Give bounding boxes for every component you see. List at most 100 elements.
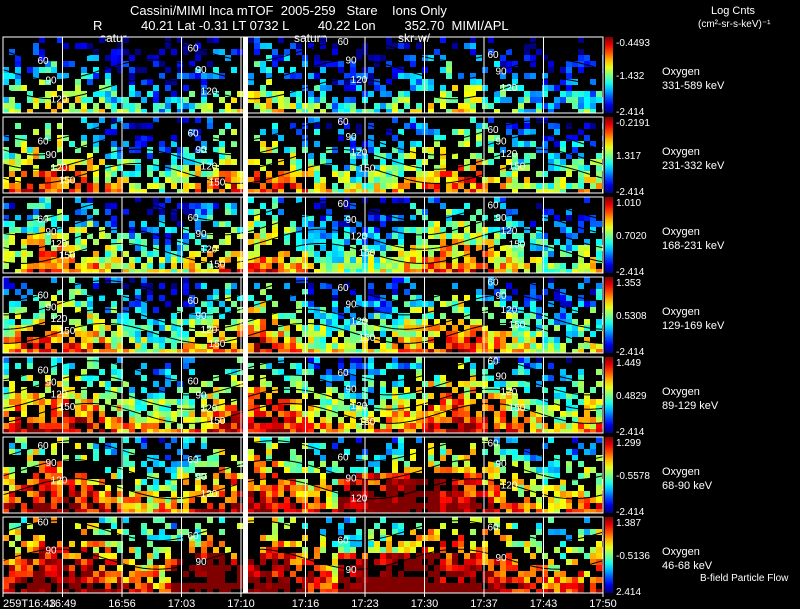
heat-cell xyxy=(231,479,237,485)
heat-cell xyxy=(27,147,33,153)
heat-cell xyxy=(266,485,272,491)
heat-cell xyxy=(392,523,398,529)
contour-label: 120 xyxy=(51,163,68,174)
heat-cell xyxy=(201,319,207,325)
heat-cell xyxy=(147,283,153,289)
heat-cell xyxy=(195,239,201,245)
heat-cell xyxy=(183,343,189,349)
heat-cell xyxy=(189,497,195,503)
heat-cell xyxy=(308,215,314,221)
heat-cell xyxy=(338,103,344,109)
heat-cell xyxy=(135,509,141,513)
heat-cell xyxy=(183,289,189,295)
heat-cell xyxy=(27,541,33,547)
heat-cell xyxy=(314,503,320,509)
heat-cell xyxy=(105,497,111,503)
contour-label: 90 xyxy=(345,56,357,67)
heat-cell xyxy=(368,535,374,541)
heat-cell xyxy=(81,67,87,73)
heat-cell xyxy=(296,233,302,239)
heat-cell xyxy=(338,313,344,319)
heat-cell xyxy=(428,301,434,307)
heat-cell xyxy=(290,221,296,227)
heat-cell xyxy=(338,437,344,443)
heat-cell xyxy=(506,503,512,509)
heat-cell xyxy=(320,177,326,183)
heat-cell xyxy=(428,583,434,589)
heat-cell xyxy=(410,269,416,273)
heat-cell xyxy=(452,571,458,577)
heat-cell xyxy=(75,405,81,411)
heat-cell xyxy=(404,325,410,331)
heat-cell xyxy=(380,429,386,433)
contour-label: 60 xyxy=(37,214,49,225)
heat-cell xyxy=(9,257,15,263)
heat-cell xyxy=(9,251,15,257)
heat-cell xyxy=(470,473,476,479)
heat-cell xyxy=(440,589,446,593)
heat-cell xyxy=(596,97,602,103)
heat-cell xyxy=(27,67,33,73)
heat-cell xyxy=(560,91,566,97)
heat-cell xyxy=(27,565,33,571)
heat-cell xyxy=(572,393,578,399)
heat-cell xyxy=(87,97,93,103)
heat-cell xyxy=(536,307,542,313)
heat-cell xyxy=(464,165,470,171)
heat-cell xyxy=(272,417,278,423)
heat-cell xyxy=(51,183,57,189)
heat-cell xyxy=(123,437,129,443)
heat-cell xyxy=(368,79,374,85)
heat-cell xyxy=(207,429,213,433)
heat-cell xyxy=(9,381,15,387)
heat-cell xyxy=(548,497,554,503)
heat-cell xyxy=(374,183,380,189)
heat-cell xyxy=(464,135,470,141)
heat-cell xyxy=(225,337,231,343)
heat-cell xyxy=(380,349,386,353)
heat-cell xyxy=(584,97,590,103)
heat-cell xyxy=(494,417,500,423)
heat-cell xyxy=(51,215,57,221)
heat-cell xyxy=(165,523,171,529)
heat-cell xyxy=(566,97,572,103)
heat-cell xyxy=(518,159,524,165)
heat-cell xyxy=(81,343,87,349)
heat-cell xyxy=(207,73,213,79)
heat-cell xyxy=(338,523,344,529)
heat-cell xyxy=(117,289,123,295)
contour-line xyxy=(2,162,604,184)
heat-cell xyxy=(476,343,482,349)
heat-cell xyxy=(189,437,195,443)
heat-cell xyxy=(195,221,201,227)
heat-cell xyxy=(524,117,530,123)
heat-cell xyxy=(87,375,93,381)
colorbar-mid-label: 0.7020 xyxy=(616,231,647,242)
heat-cell xyxy=(171,559,177,565)
heat-cell xyxy=(141,245,147,251)
heat-cell xyxy=(254,209,260,215)
heat-cell xyxy=(332,583,338,589)
heat-cell xyxy=(266,509,272,513)
heat-cell xyxy=(320,85,326,91)
heat-cell xyxy=(99,227,105,233)
heat-cell xyxy=(404,423,410,429)
heat-cell xyxy=(123,141,129,147)
heat-cell xyxy=(416,159,422,165)
heat-cell xyxy=(488,559,494,565)
heat-cell xyxy=(506,177,512,183)
heat-cell xyxy=(93,589,99,593)
heat-cell xyxy=(290,337,296,343)
heat-cell xyxy=(87,363,93,369)
heat-cell xyxy=(320,221,326,227)
heat-cell xyxy=(39,153,45,159)
heat-cell xyxy=(368,381,374,387)
heat-cell xyxy=(560,479,566,485)
heat-cell xyxy=(578,67,584,73)
heat-cell xyxy=(446,97,452,103)
heat-cell xyxy=(452,517,458,523)
heat-cell xyxy=(506,245,512,251)
heat-cell xyxy=(260,91,266,97)
heat-cell xyxy=(57,141,63,147)
heat-cell xyxy=(590,141,596,147)
